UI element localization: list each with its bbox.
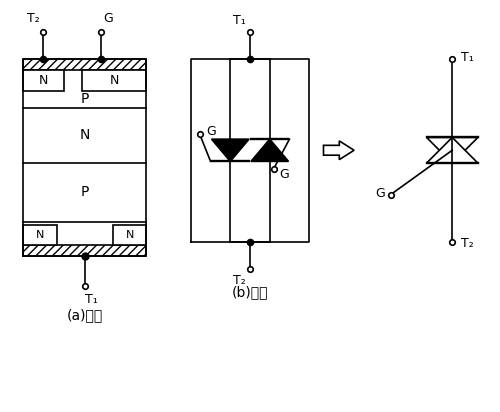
Bar	[113, 225, 146, 246]
Text: T₂: T₂	[27, 12, 40, 26]
Text: (a)结构: (a)结构	[66, 308, 103, 322]
Bar	[23, 246, 146, 256]
Bar	[23, 70, 64, 91]
Text: N: N	[38, 74, 48, 87]
Polygon shape	[212, 139, 249, 162]
Text: N: N	[126, 230, 134, 240]
Text: N: N	[80, 129, 90, 143]
Text: G: G	[280, 168, 289, 181]
Polygon shape	[426, 138, 478, 163]
Text: T₂: T₂	[461, 237, 474, 250]
Polygon shape	[426, 138, 478, 163]
Text: P: P	[80, 92, 89, 106]
Bar	[82, 70, 146, 91]
Polygon shape	[324, 141, 354, 159]
Text: G: G	[206, 125, 216, 138]
Text: T₁: T₁	[233, 14, 245, 27]
Text: P: P	[80, 185, 89, 199]
Text: G: G	[103, 12, 113, 26]
Text: T₁: T₁	[461, 51, 474, 63]
Text: T₁: T₁	[86, 293, 98, 306]
Text: (b)电路: (b)电路	[232, 285, 268, 299]
Text: N: N	[36, 230, 44, 240]
Bar	[23, 59, 146, 70]
Bar	[23, 225, 56, 246]
Polygon shape	[251, 139, 288, 162]
Text: N: N	[110, 74, 119, 87]
Text: T₂: T₂	[233, 274, 245, 287]
Text: G: G	[375, 187, 384, 200]
